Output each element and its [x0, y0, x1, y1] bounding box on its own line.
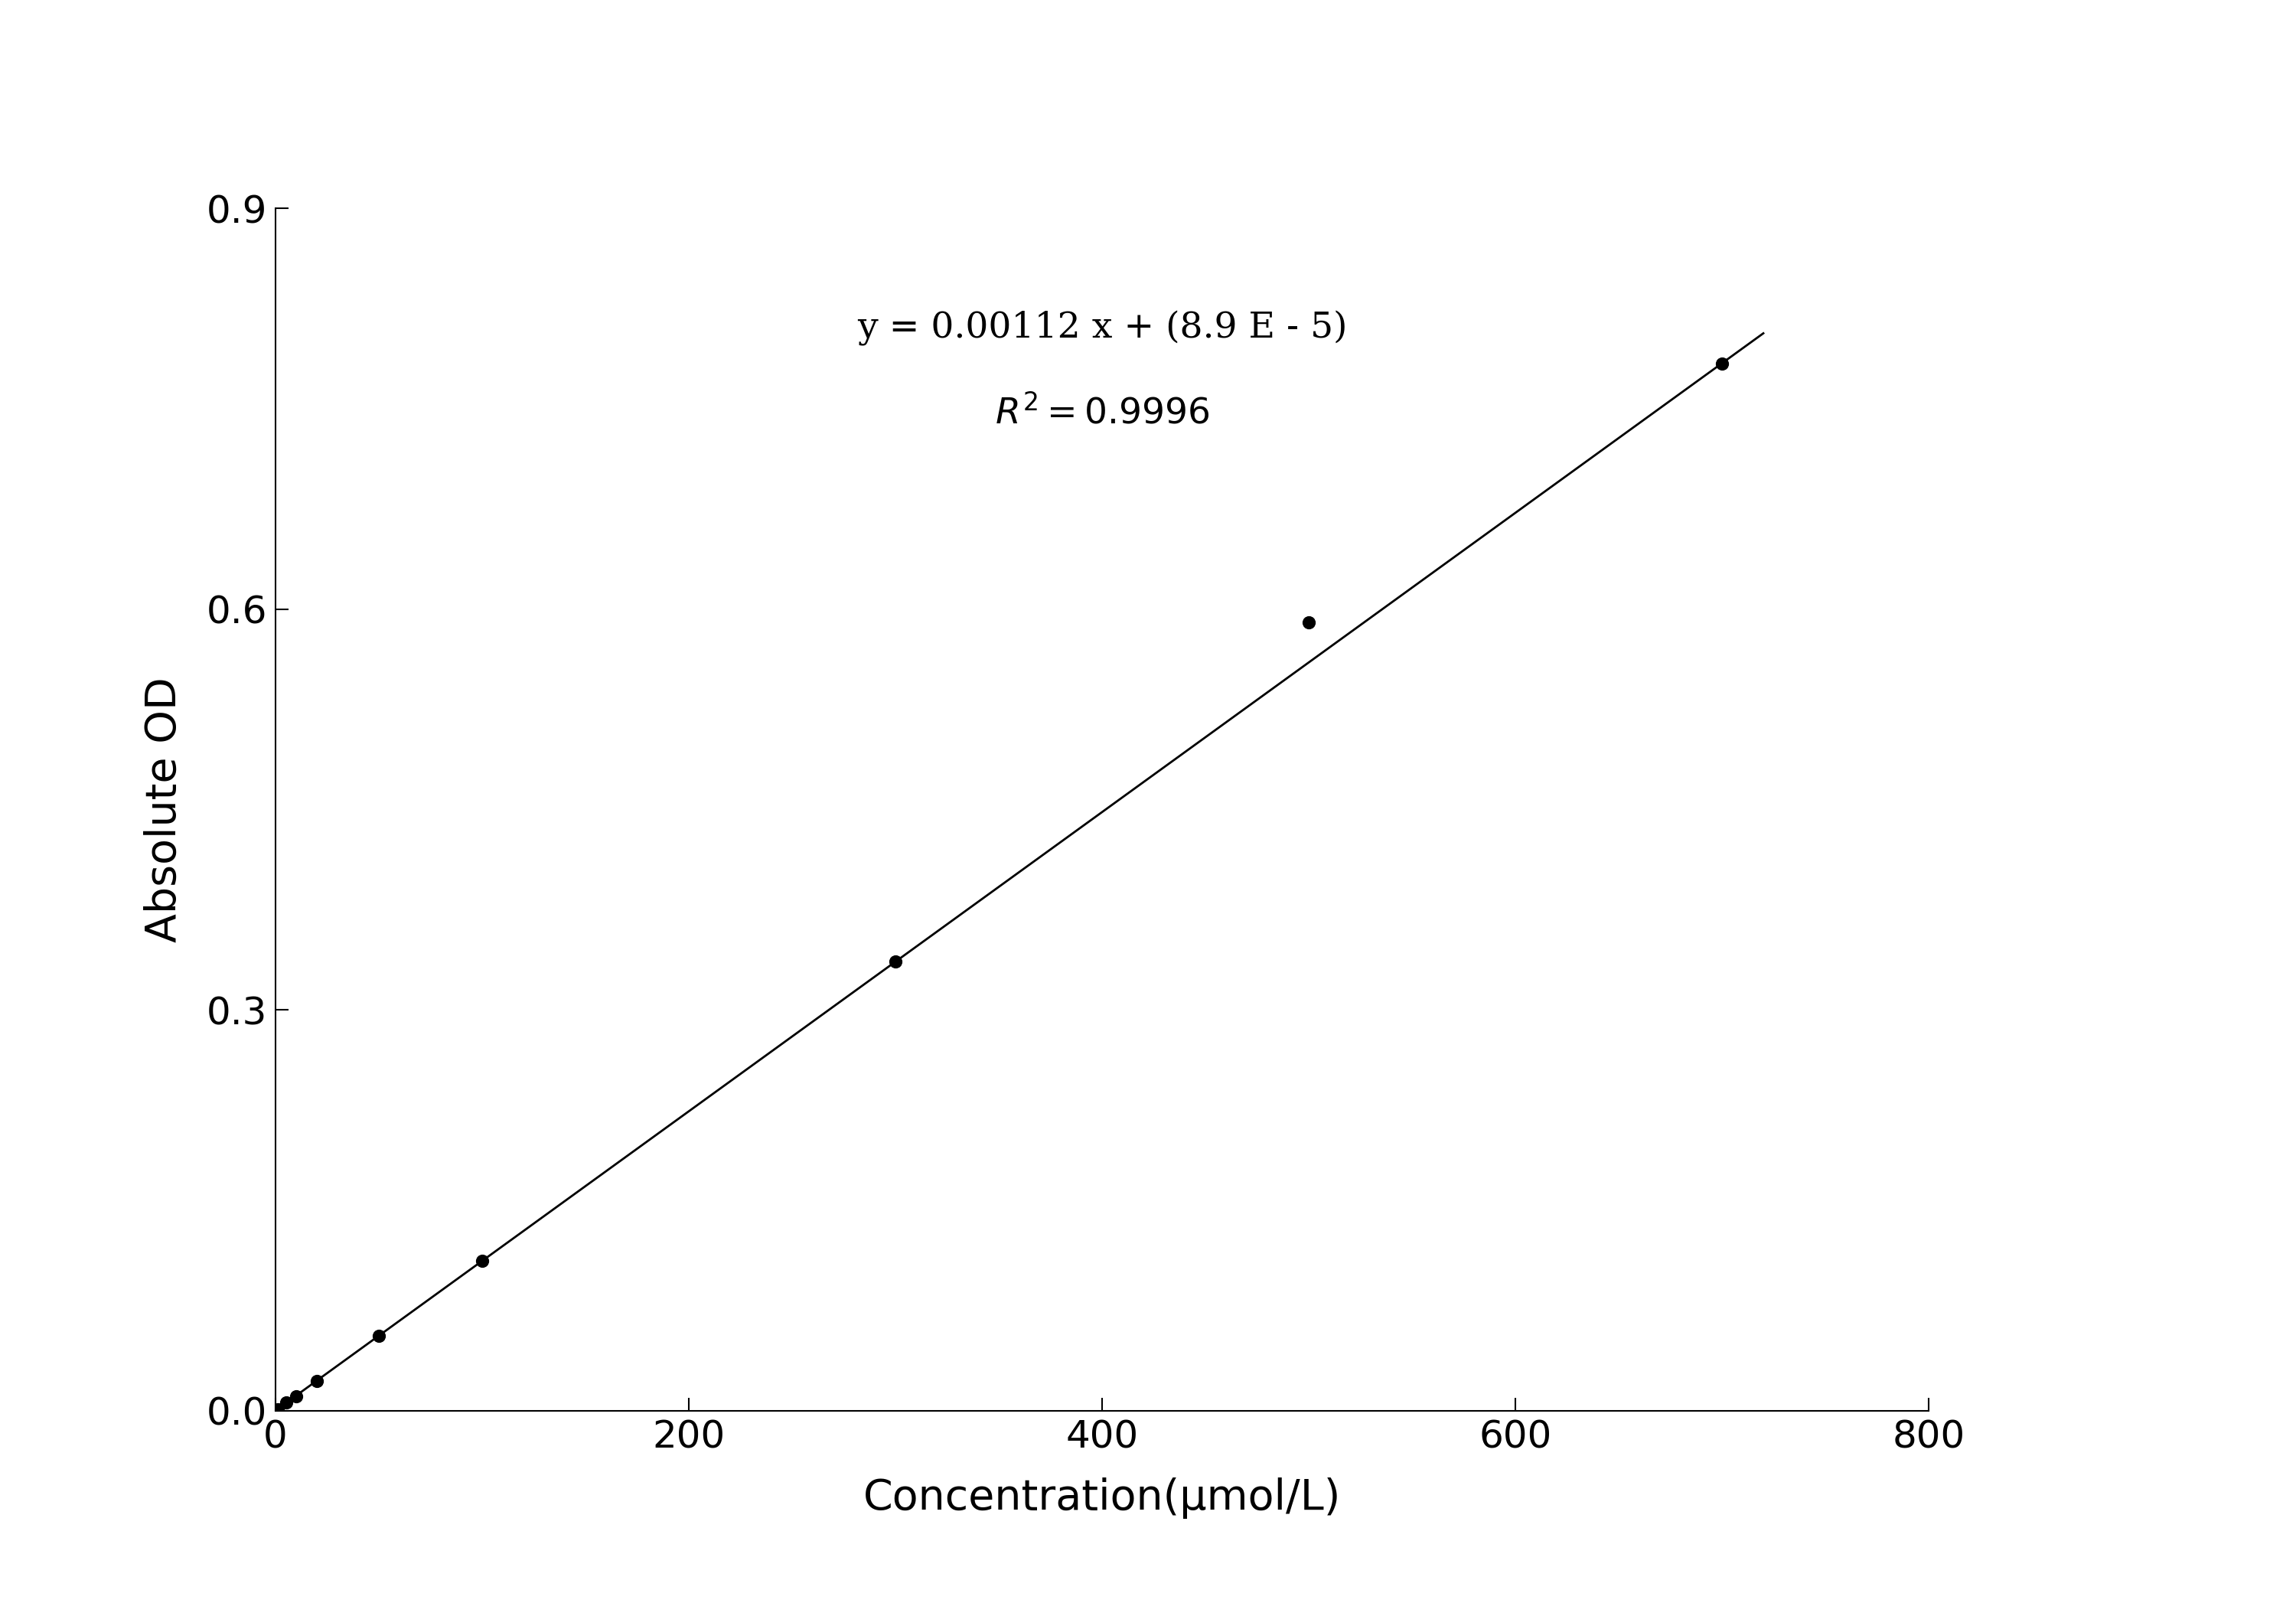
X-axis label: Concentration(μmol/L): Concentration(μmol/L) [863, 1476, 1341, 1518]
Point [298, 1369, 335, 1395]
Point [1704, 351, 1740, 377]
Text: $R^2 = 0.9996$: $R^2 = 0.9996$ [994, 394, 1210, 431]
Point [1290, 609, 1327, 635]
Text: y = 0.00112 x + (8.9 E - 5): y = 0.00112 x + (8.9 E - 5) [856, 311, 1348, 346]
Point [259, 1396, 296, 1422]
Y-axis label: Absolute OD: Absolute OD [145, 676, 186, 943]
Point [464, 1249, 501, 1274]
Point [360, 1322, 397, 1348]
Point [266, 1390, 303, 1415]
Point [877, 949, 914, 975]
Point [278, 1383, 315, 1409]
